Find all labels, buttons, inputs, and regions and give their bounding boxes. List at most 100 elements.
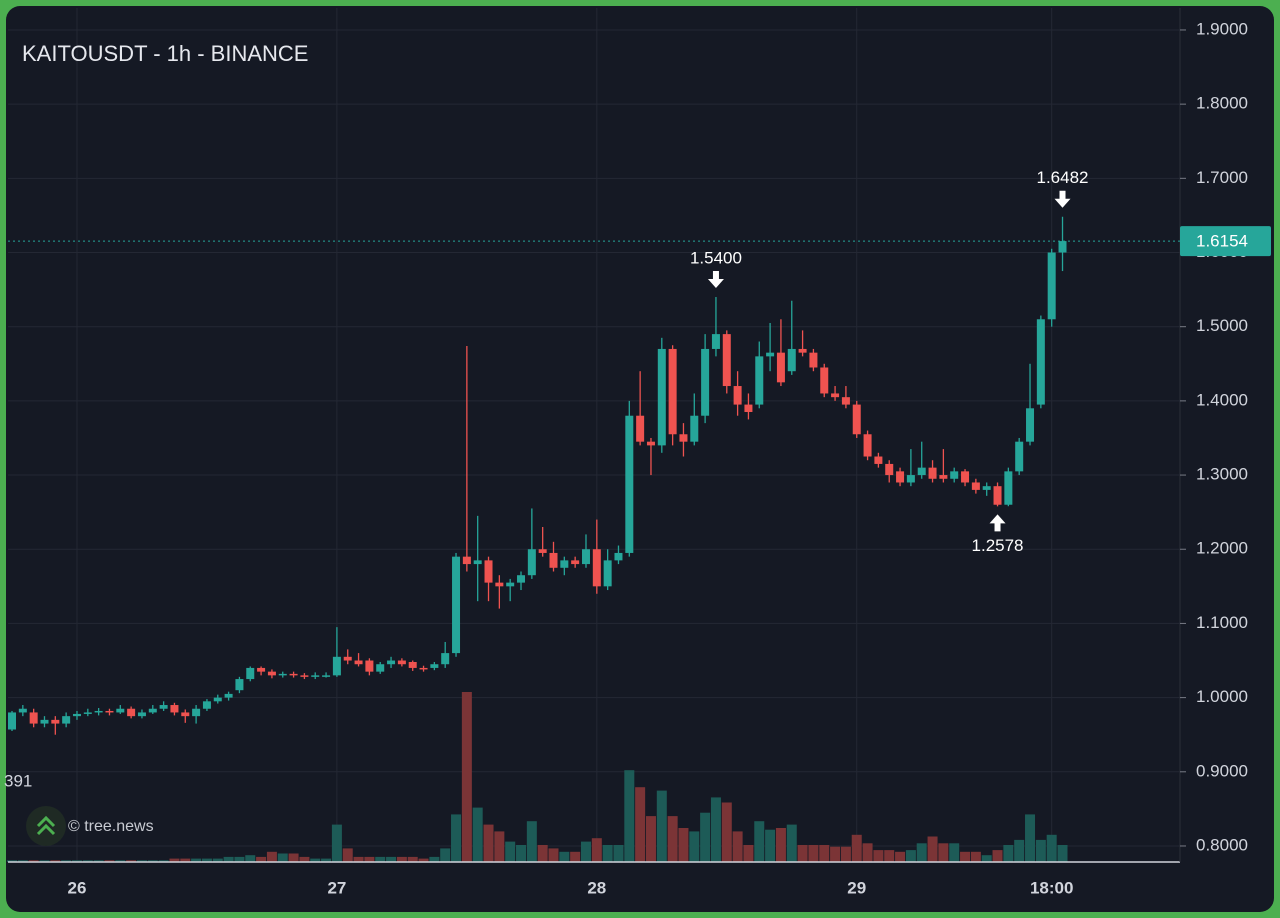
candle-body — [40, 719, 49, 724]
marker-label: 1.5400 — [690, 249, 742, 268]
candle-body — [62, 716, 71, 724]
volume-bar — [472, 807, 483, 862]
candle-body — [701, 348, 710, 416]
volume-bar — [266, 851, 277, 862]
candle-body — [462, 556, 471, 565]
volume-bar — [819, 845, 830, 862]
volume-bar — [754, 821, 765, 862]
candle-body — [322, 675, 331, 677]
candle-body — [592, 549, 601, 587]
volume-bar — [656, 790, 667, 862]
volume-bar — [461, 692, 472, 862]
volume-bar — [808, 845, 819, 862]
volume-bar — [1014, 839, 1025, 862]
candle-body — [982, 486, 991, 490]
volume-bar — [927, 836, 938, 862]
candle-body — [874, 456, 883, 464]
candle-body — [1036, 319, 1045, 405]
y-tick-label: 1.1000 — [1196, 613, 1248, 632]
candle-body — [755, 356, 764, 405]
candle-body — [441, 653, 450, 665]
candle-body — [1047, 252, 1056, 320]
candle-body — [105, 710, 114, 713]
candle-body — [29, 712, 38, 724]
volume-bar — [580, 841, 591, 862]
volume-bar — [288, 853, 299, 862]
volume-bar — [136, 860, 147, 862]
volume-bar — [126, 860, 137, 862]
volume-bar — [396, 856, 407, 862]
candle-body — [170, 705, 179, 713]
candle-body — [397, 660, 406, 665]
volume-bar — [905, 850, 916, 862]
volume-bar — [82, 860, 93, 862]
y-tick-label: 1.5000 — [1196, 316, 1248, 335]
candle-body — [885, 463, 894, 476]
candle-body — [51, 719, 60, 724]
candle-body — [549, 552, 558, 568]
volume-bar — [451, 814, 462, 862]
volume-bar — [786, 824, 797, 862]
volume-bar — [591, 838, 602, 862]
candle-body — [603, 560, 612, 587]
volume-bar — [884, 850, 895, 862]
candle-body — [527, 549, 536, 576]
volume-bar — [949, 843, 960, 862]
volume-bar — [743, 845, 754, 862]
candle-body — [776, 352, 785, 383]
volume-bar — [158, 860, 169, 862]
candle-body — [581, 549, 590, 565]
volume-bar — [710, 797, 721, 862]
candle-body — [484, 560, 493, 583]
volume-bar — [191, 858, 202, 862]
y-tick-label: 1.7000 — [1196, 168, 1248, 187]
candle-body — [722, 334, 731, 387]
volume-bar — [624, 770, 635, 862]
volume-bar — [223, 856, 234, 862]
candle-body — [636, 415, 645, 442]
volume-bar — [93, 860, 104, 862]
marker-label: 1.6482 — [1037, 168, 1089, 187]
volume-bar — [873, 850, 884, 862]
volume-bar — [180, 858, 191, 862]
candle-body — [668, 348, 677, 435]
candle-body — [148, 708, 157, 713]
volume-bar — [516, 845, 527, 862]
volume-bar — [721, 802, 732, 862]
x-tick-label: 26 — [68, 878, 87, 897]
volume-bar — [310, 858, 321, 862]
volume-bar — [321, 858, 332, 862]
volume-bar — [797, 845, 808, 862]
volume-bar — [277, 853, 288, 862]
candle-body — [939, 475, 948, 479]
candle-body — [831, 393, 840, 398]
volume-bar — [992, 850, 1003, 862]
candle-body — [820, 367, 829, 394]
volume-bar — [830, 846, 841, 862]
volume-bar — [678, 828, 689, 862]
volume-bar — [342, 848, 353, 862]
volume-bar — [960, 851, 971, 862]
volume-bar — [115, 860, 126, 862]
candle-body — [841, 397, 850, 405]
volume-bar — [862, 843, 873, 862]
y-tick-label: 1.0000 — [1196, 687, 1248, 706]
candle-body — [809, 352, 818, 368]
candle-body — [657, 348, 666, 446]
candle-body — [646, 441, 655, 446]
candle-body — [679, 434, 688, 442]
volume-bar — [147, 860, 158, 862]
candle-body — [332, 656, 341, 676]
candle-body — [408, 662, 417, 668]
candle-body — [83, 712, 92, 714]
candle-body — [213, 697, 222, 702]
x-tick-label: 27 — [327, 878, 346, 897]
volume-bar — [331, 824, 342, 862]
volume-bar — [429, 856, 440, 862]
volume-bar — [981, 855, 992, 862]
candle-body — [766, 352, 775, 357]
volume-bar — [602, 845, 613, 862]
candle-body — [127, 708, 136, 717]
candle-body — [137, 712, 146, 717]
candle-body — [8, 712, 16, 730]
